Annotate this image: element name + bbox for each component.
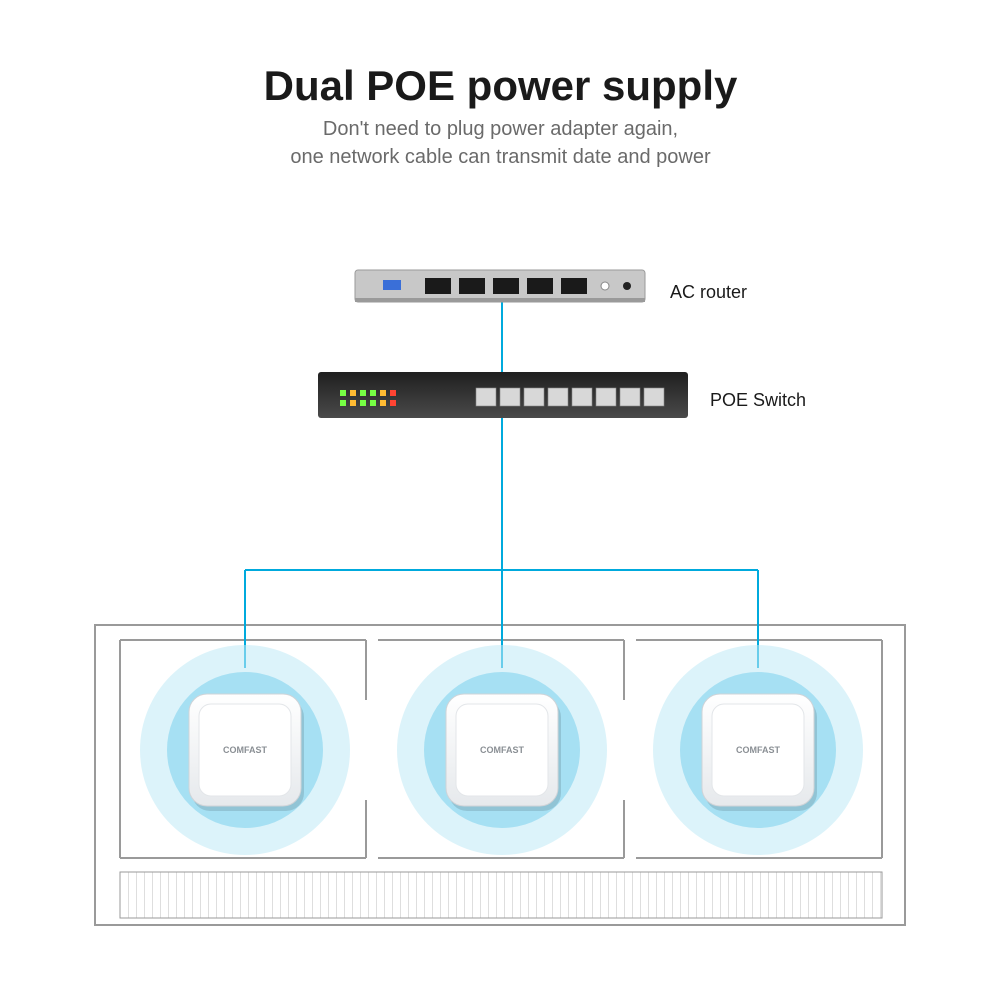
ap-brand-label: COMFAST (223, 745, 268, 755)
ap-brand-label: COMFAST (480, 745, 525, 755)
floorplan-corridor (120, 872, 882, 918)
ap-brand-label: COMFAST (736, 745, 781, 755)
diagram-svg: COMFAST COMFAST COMFAST (0, 0, 1001, 1001)
page-root: Dual POE power supply Don't need to plug… (0, 0, 1001, 1001)
